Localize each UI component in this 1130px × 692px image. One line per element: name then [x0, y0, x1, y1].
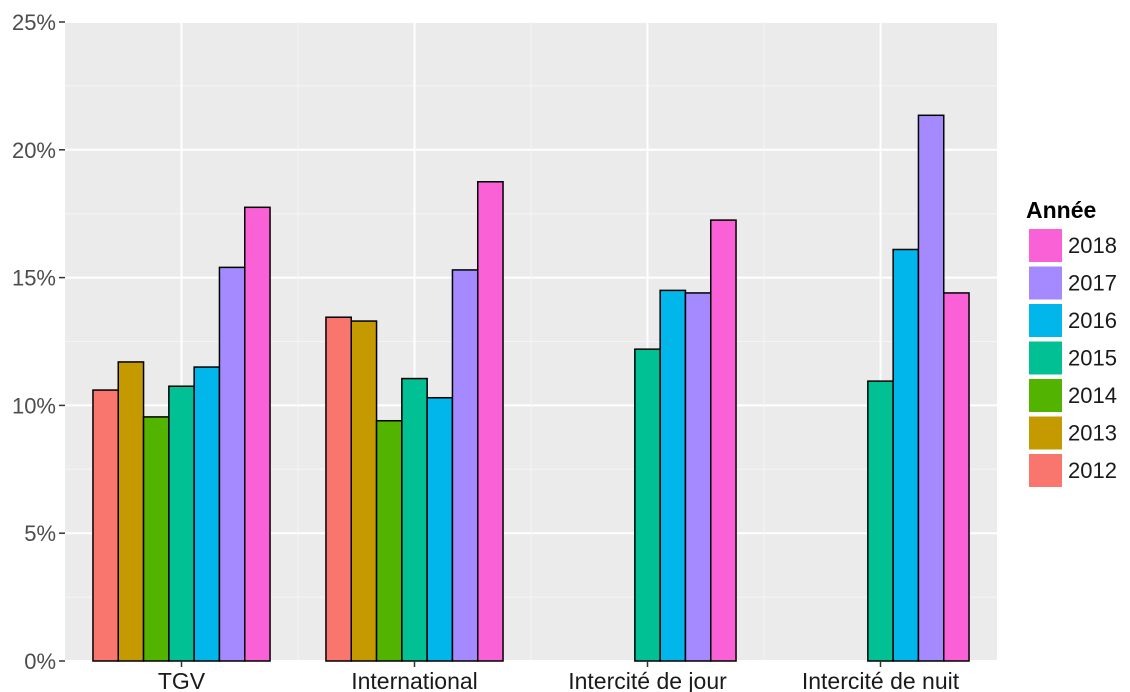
bar-2015-tgv — [168, 385, 195, 662]
bar-2015-intercit-de-nuit — [867, 380, 894, 662]
x-tick-label: International — [351, 668, 478, 692]
bar-2018-tgv — [243, 206, 271, 662]
y-tick-label: 25% — [12, 10, 56, 35]
legend-key-2015 — [1029, 341, 1062, 375]
y-tick-label: 5% — [24, 521, 56, 546]
legend: Année 2018 2017 2016 2015 2014 2013 2012 — [1026, 197, 1117, 487]
bar-2013-tgv — [117, 361, 145, 662]
bar-2016-tgv — [193, 366, 221, 662]
x-tick-label: TGV — [158, 668, 206, 692]
bar-2018-international — [476, 181, 504, 662]
bar-2017-intercit-de-jour — [684, 292, 712, 662]
bar-2016-intercit-de-jour — [659, 289, 687, 662]
bar-2017-tgv — [218, 266, 246, 662]
legend-key-2012 — [1029, 454, 1062, 487]
y-tick-label: 15% — [12, 266, 56, 291]
legend-label-2015: 2015 — [1068, 346, 1117, 371]
legend-key-2017 — [1029, 266, 1062, 300]
legend-label-2018: 2018 — [1068, 233, 1117, 258]
x-axis: TGV International Intercité de jour Interci… — [158, 661, 960, 692]
bar-2017-intercit-de-nuit — [917, 114, 945, 662]
bar-2015-intercit-de-jour — [634, 348, 661, 662]
bar-2012-tgv — [92, 389, 120, 662]
bar-2018-intercit-de-jour — [709, 219, 737, 662]
bar-2014-international — [375, 419, 403, 662]
legend-title: Année — [1026, 197, 1096, 223]
bar-2014-tgv — [142, 416, 170, 662]
x-tick-label: Intercité de jour — [568, 668, 727, 692]
y-tick-label: 10% — [12, 393, 56, 418]
legend-label-2017: 2017 — [1068, 271, 1117, 296]
bar-2012-international — [325, 316, 353, 662]
x-tick-label: Intercité de nuit — [802, 668, 960, 692]
bar-2018-intercit-de-nuit — [942, 292, 970, 662]
y-axis: 0% 5% 10% 15% 20% 25% — [12, 10, 65, 674]
bar-2017-international — [451, 269, 479, 662]
legend-label-2016: 2016 — [1068, 308, 1117, 333]
legend-key-2018 — [1029, 229, 1062, 262]
legend-label-2014: 2014 — [1068, 383, 1117, 408]
bar-2015-international — [401, 377, 428, 662]
bar-2016-international — [426, 396, 454, 662]
y-tick-label: 20% — [12, 138, 56, 163]
bar-2013-international — [350, 320, 378, 662]
bars-group — [92, 114, 970, 662]
legend-key-2014 — [1029, 379, 1062, 412]
legend-label-2012: 2012 — [1068, 458, 1117, 483]
y-tick-label: 0% — [24, 649, 56, 674]
legend-key-2016 — [1029, 304, 1062, 337]
legend-key-2013 — [1029, 416, 1062, 450]
legend-label-2013: 2013 — [1068, 421, 1117, 446]
bar-2016-intercit-de-nuit — [892, 248, 920, 662]
